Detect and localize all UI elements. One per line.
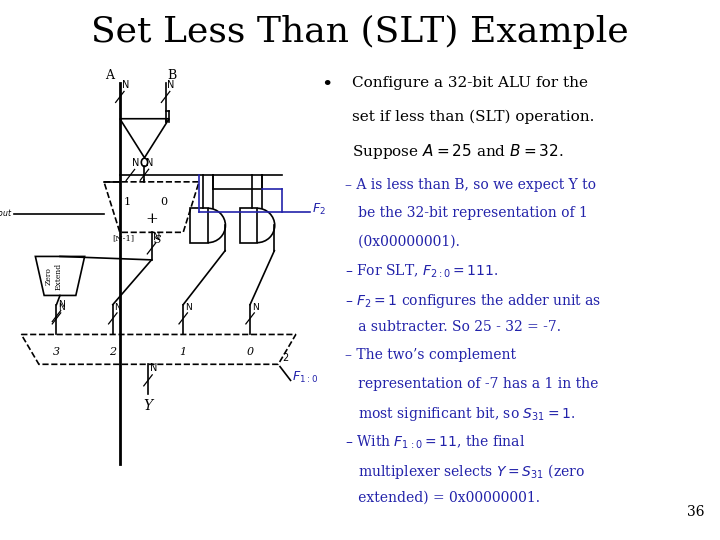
Text: – A is less than B, so we expect Y to: – A is less than B, so we expect Y to <box>344 178 595 192</box>
Text: be the 32-bit representation of 1: be the 32-bit representation of 1 <box>344 206 588 220</box>
Text: – With $F_{1:0} = 11$, the final: – With $F_{1:0} = 11$, the final <box>344 434 525 451</box>
Text: $F_2$: $F_2$ <box>312 202 325 217</box>
Text: multiplexer selects $Y = S_{31}$ (zero: multiplexer selects $Y = S_{31}$ (zero <box>344 462 585 481</box>
Text: most significant bit, so $S_{31} = 1$.: most significant bit, so $S_{31} = 1$. <box>344 406 575 423</box>
Text: $F_{1:0}$: $F_{1:0}$ <box>292 369 318 384</box>
Text: A: A <box>106 69 114 82</box>
Text: N: N <box>153 232 161 241</box>
Text: S: S <box>153 234 161 245</box>
Text: N: N <box>122 80 129 90</box>
Text: 1: 1 <box>123 198 130 207</box>
Text: – For SLT, $F_{2:0} = 111$.: – For SLT, $F_{2:0} = 111$. <box>344 263 498 280</box>
Text: a subtracter. So 25 - 32 = -7.: a subtracter. So 25 - 32 = -7. <box>344 320 560 334</box>
Text: extended) = 0x00000001.: extended) = 0x00000001. <box>344 491 539 505</box>
Text: N: N <box>58 300 65 309</box>
Text: N: N <box>146 158 153 168</box>
Text: set if less than (SLT) operation.: set if less than (SLT) operation. <box>353 109 595 124</box>
Bar <box>190 208 208 242</box>
Text: N: N <box>185 302 192 312</box>
Text: B: B <box>167 69 176 82</box>
Text: 36: 36 <box>688 505 705 519</box>
Text: Set Less Than (SLT) Example: Set Less Than (SLT) Example <box>91 15 629 50</box>
Text: Suppose $A = 25$ and $B = 32$.: Suppose $A = 25$ and $B = 32$. <box>353 143 564 161</box>
Text: N: N <box>167 80 175 90</box>
Text: representation of -7 has a 1 in the: representation of -7 has a 1 in the <box>344 377 598 391</box>
Text: – $F_2 = 1$ configures the adder unit as: – $F_2 = 1$ configures the adder unit as <box>344 292 601 309</box>
Text: 0: 0 <box>161 198 168 207</box>
Text: +: + <box>145 212 158 226</box>
Text: 2: 2 <box>282 353 289 363</box>
Text: N: N <box>58 302 65 312</box>
Text: N: N <box>114 302 121 312</box>
Text: 1: 1 <box>179 347 186 357</box>
Text: Y: Y <box>143 399 153 413</box>
Bar <box>240 208 257 242</box>
Text: 2: 2 <box>109 347 117 357</box>
Text: $C_{out}$: $C_{out}$ <box>0 205 12 219</box>
Text: N: N <box>132 158 140 168</box>
Text: (0x00000001).: (0x00000001). <box>344 234 459 248</box>
Text: – The two’s complement: – The two’s complement <box>344 348 516 362</box>
Text: N: N <box>150 363 157 374</box>
Text: N: N <box>252 302 258 312</box>
Text: Configure a 32-bit ALU for the: Configure a 32-bit ALU for the <box>353 76 588 90</box>
Text: Zero
Extend: Zero Extend <box>45 262 62 289</box>
Text: [N-1]: [N-1] <box>112 234 134 242</box>
Text: 3: 3 <box>53 347 60 357</box>
Text: •: • <box>321 76 332 94</box>
Text: 0: 0 <box>246 347 253 357</box>
